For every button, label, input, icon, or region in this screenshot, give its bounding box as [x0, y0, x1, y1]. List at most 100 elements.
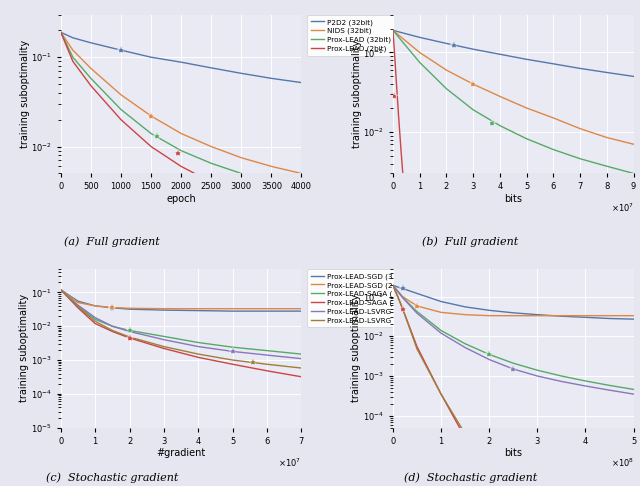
- Prox-LEAD-SAGA (2bit): [485, 476, 493, 482]
- Prox-LEAD (32bit): [523, 136, 531, 142]
- Prox-LEAD-SAGA (32bit): [389, 282, 397, 288]
- Line: Prox-LEAD-SAGA (32bit): Prox-LEAD-SAGA (32bit): [61, 290, 301, 354]
- Prox-LEAD-SAGA (32bit): [263, 347, 271, 353]
- NIDS (32bit): [298, 171, 305, 176]
- Prox-LEAD-SGD (2bit): [92, 303, 99, 309]
- Prox-LEAD-SGD (32bit): [437, 298, 445, 304]
- Prox-LEAD-SAGA (32bit): [630, 386, 637, 392]
- Prox-LEAD (32bit): [69, 54, 77, 60]
- Prox-LEAD-SGD (2bit): [229, 306, 237, 312]
- Prox-LEAD (2bit): [57, 29, 65, 35]
- Y-axis label: training suboptimality: training suboptimality: [19, 294, 29, 402]
- Prox-LEAD-SAGA (2bit): [413, 344, 421, 349]
- Prox-LEAD-LSVRG (32bit): [74, 302, 82, 308]
- Prox-LEAD-LSVRG (32bit): [298, 356, 305, 362]
- Prox-LEAD-LSVRG (32bit): [557, 379, 565, 384]
- Prox-LEAD-LSVRG (32bit): [461, 345, 469, 350]
- Prox-LEAD-LSVRG (32bit): [630, 391, 637, 397]
- Prox-LEAD-LSVRG (32bit): [399, 295, 406, 300]
- NIDS (32bit): [87, 66, 95, 71]
- Prox-LEAD-SGD (32bit): [263, 308, 271, 314]
- P2D2 (32bit): [389, 27, 397, 33]
- Line: NIDS (32bit): NIDS (32bit): [61, 32, 301, 174]
- Line: Prox-LEAD-SAGA (2bit): Prox-LEAD-SAGA (2bit): [61, 290, 301, 377]
- Prox-LEAD-SGD (2bit): [125, 305, 133, 311]
- NIDS (32bit): [207, 144, 215, 150]
- Prox-LEAD-SAGA (32bit): [298, 351, 305, 357]
- Prox-LEAD-SAGA (32bit): [399, 295, 406, 300]
- Prox-LEAD-SAGA (2bit): [74, 305, 82, 311]
- Prox-LEAD-SGD (2bit): [605, 313, 613, 319]
- Legend: Prox-LEAD-SGD (32bit), Prox-LEAD-SGD (2bit), Prox-LEAD-SAGA (32bit), Prox-LEAD-S: Prox-LEAD-SGD (32bit), Prox-LEAD-SGD (2b…: [307, 269, 422, 328]
- Prox-LEAD-LSVRG (2bit): [229, 357, 237, 363]
- Prox-LEAD (32bit): [496, 123, 504, 129]
- Prox-LEAD-SAGA (32bit): [229, 344, 237, 350]
- Prox-LEAD-SGD (2bit): [74, 300, 82, 306]
- X-axis label: bits: bits: [504, 194, 522, 204]
- NIDS (32bit): [576, 126, 584, 132]
- Prox-LEAD-SAGA (2bit): [125, 335, 133, 341]
- Prox-LEAD-SGD (2bit): [461, 312, 469, 317]
- P2D2 (32bit): [268, 75, 275, 81]
- Prox-LEAD-SAGA (32bit): [74, 303, 82, 309]
- Text: $\times10^7$: $\times10^7$: [278, 456, 301, 469]
- NIDS (32bit): [550, 115, 557, 121]
- Prox-LEAD-SGD (2bit): [389, 282, 397, 288]
- Prox-LEAD-LSVRG (32bit): [160, 337, 168, 343]
- Prox-LEAD-LSVRG (2bit): [485, 469, 493, 474]
- Prox-LEAD-SGD (2bit): [399, 294, 406, 299]
- Prox-LEAD (2bit): [397, 147, 404, 153]
- Prox-LEAD-SGD (32bit): [298, 308, 305, 314]
- Line: Prox-LEAD (2bit): Prox-LEAD (2bit): [393, 30, 406, 215]
- P2D2 (32bit): [207, 65, 215, 71]
- Prox-LEAD-SAGA (2bit): [57, 287, 65, 293]
- Prox-LEAD (2bit): [268, 206, 275, 212]
- Prox-LEAD-SGD (2bit): [298, 306, 305, 312]
- Prox-LEAD (32bit): [603, 163, 611, 169]
- Prox-LEAD-SGD (32bit): [195, 308, 202, 313]
- Prox-LEAD-SAGA (32bit): [57, 287, 65, 293]
- Prox-LEAD-LSVRG (32bit): [195, 344, 202, 349]
- Prox-LEAD-SAGA (32bit): [92, 316, 99, 322]
- Prox-LEAD-LSVRG (2bit): [160, 344, 168, 349]
- NIDS (32bit): [268, 163, 275, 169]
- Text: (c)  Stochastic gradient: (c) Stochastic gradient: [46, 472, 178, 483]
- NIDS (32bit): [117, 92, 125, 98]
- Prox-LEAD (2bit): [87, 83, 95, 88]
- Prox-LEAD-SGD (32bit): [413, 291, 421, 296]
- Prox-LEAD (2bit): [403, 212, 410, 218]
- Prox-LEAD (2bit): [392, 67, 399, 73]
- Prox-LEAD-LSVRG (2bit): [413, 346, 421, 352]
- NIDS (32bit): [147, 113, 155, 119]
- Prox-LEAD-SGD (2bit): [160, 306, 168, 312]
- P2D2 (32bit): [469, 46, 477, 52]
- Prox-LEAD-SAGA (2bit): [399, 306, 406, 312]
- Prox-LEAD (2bit): [394, 109, 402, 115]
- Legend: P2D2 (32bit), NIDS (32bit), Prox-LEAD (32bit), Prox-LEAD (2bit): P2D2 (32bit), NIDS (32bit), Prox-LEAD (3…: [307, 15, 395, 55]
- Line: Prox-LEAD-SGD (2bit): Prox-LEAD-SGD (2bit): [61, 290, 301, 309]
- P2D2 (32bit): [147, 54, 155, 60]
- Prox-LEAD-SAGA (2bit): [229, 362, 237, 367]
- Prox-LEAD-SGD (2bit): [485, 313, 493, 319]
- NIDS (32bit): [443, 67, 451, 73]
- Prox-LEAD-SGD (32bit): [57, 287, 65, 293]
- Line: P2D2 (32bit): P2D2 (32bit): [61, 32, 301, 83]
- Prox-LEAD-LSVRG (32bit): [57, 287, 65, 293]
- Prox-LEAD-SGD (32bit): [229, 308, 237, 314]
- Line: Prox-LEAD-SGD (32bit): Prox-LEAD-SGD (32bit): [61, 290, 301, 311]
- Line: Prox-LEAD (32bit): Prox-LEAD (32bit): [61, 32, 301, 187]
- Line: Prox-LEAD-LSVRG (2bit): Prox-LEAD-LSVRG (2bit): [61, 290, 301, 368]
- NIDS (32bit): [630, 141, 637, 147]
- Prox-LEAD (2bit): [389, 27, 397, 33]
- Prox-LEAD (32bit): [550, 147, 557, 153]
- Prox-LEAD-LSVRG (2bit): [389, 282, 397, 288]
- Prox-LEAD (32bit): [87, 75, 95, 81]
- Prox-LEAD-SGD (32bit): [630, 316, 637, 322]
- Prox-LEAD-SGD (32bit): [389, 282, 397, 288]
- Line: P2D2 (32bit): P2D2 (32bit): [393, 30, 634, 76]
- Y-axis label: training suboptimality: training suboptimality: [351, 294, 362, 402]
- Prox-LEAD-LSVRG (32bit): [605, 387, 613, 393]
- NIDS (32bit): [389, 27, 397, 33]
- Prox-LEAD-LSVRG (2bit): [74, 304, 82, 310]
- Prox-LEAD-SGD (2bit): [195, 306, 202, 312]
